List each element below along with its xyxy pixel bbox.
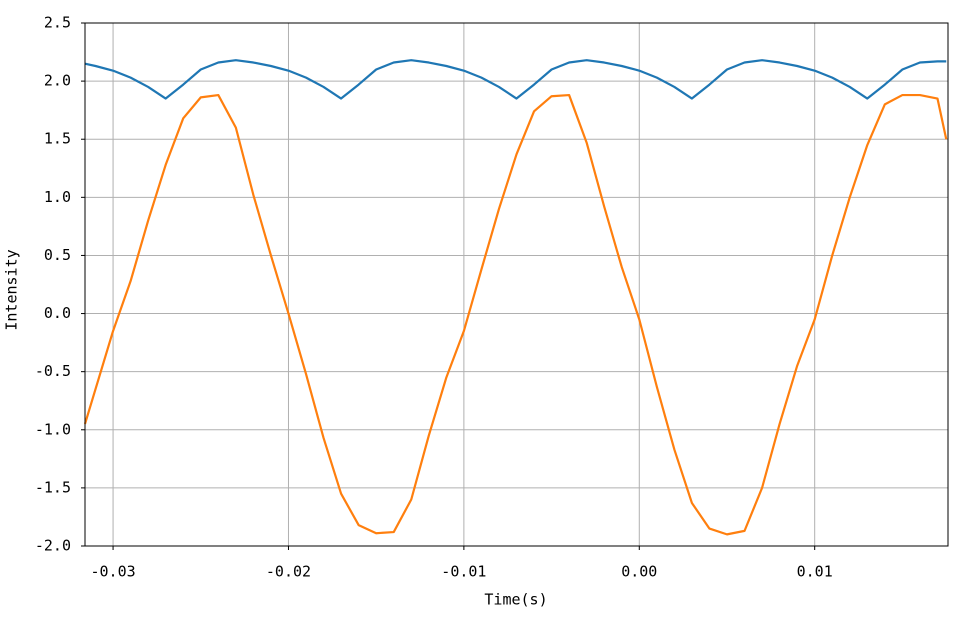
series-line (84, 59, 947, 100)
x-tick-label: 0.00 (621, 563, 657, 581)
y-tick-label: 1.0 (44, 188, 71, 206)
series-line (83, 93, 948, 536)
plot-frame (84, 22, 949, 547)
y-tick-label: 2.0 (44, 72, 71, 90)
y-tick-label: 1.5 (44, 130, 71, 148)
y-tick-label: 2.5 (44, 14, 71, 32)
y-tick-label: 0.5 (44, 246, 71, 264)
y-tick-label: 0.0 (44, 304, 71, 322)
x-axis-label: Time(s) (484, 591, 547, 609)
x-tick-label: 0.01 (797, 563, 833, 581)
y-axis-label: Intensity (3, 249, 21, 330)
x-tick-label: -0.02 (266, 563, 311, 581)
y-tick-label: -1.0 (35, 420, 71, 438)
x-tick-label: -0.01 (441, 563, 486, 581)
y-tick-label: -2.0 (35, 537, 71, 555)
y-tick-label: -0.5 (35, 362, 71, 380)
y-tick-label: -1.5 (35, 478, 71, 496)
x-tick-label: -0.03 (90, 563, 135, 581)
